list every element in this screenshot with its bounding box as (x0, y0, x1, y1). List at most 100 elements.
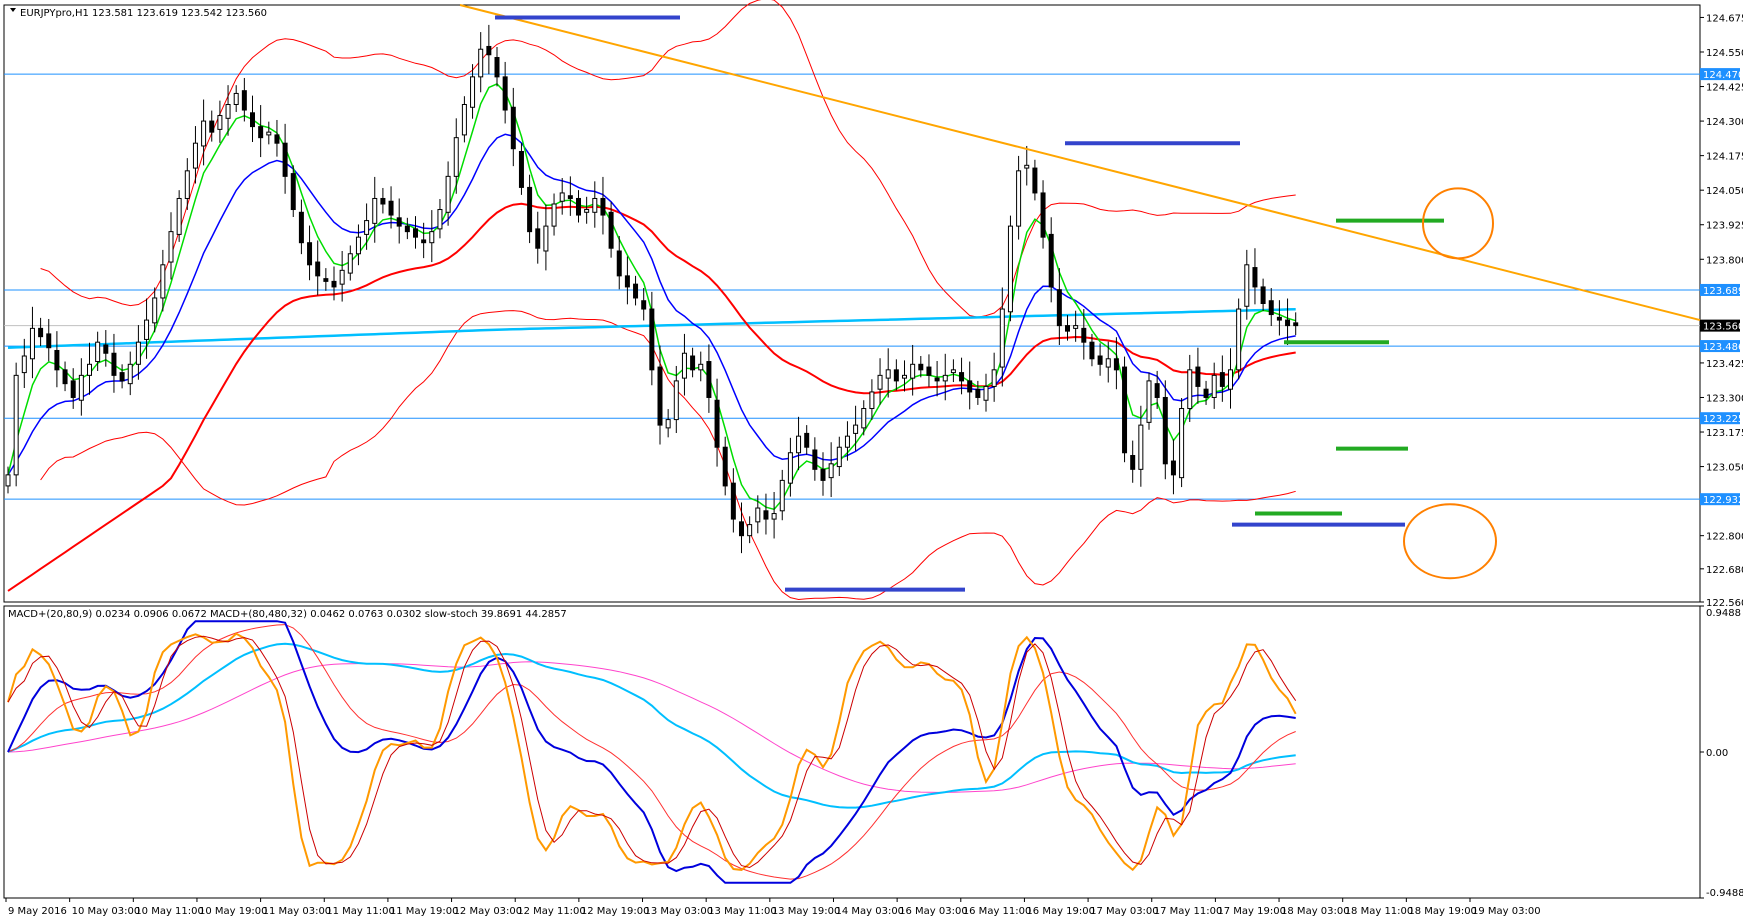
bull-candle (339, 269, 345, 285)
time-tick-label: 10 May 19:00 (199, 906, 268, 917)
bear-candle (1089, 341, 1095, 360)
bear-candle (804, 432, 810, 448)
indicator-title: MACD+(20,80,9) 0.0234 0.0906 0.0672 MACD… (8, 609, 567, 620)
bollinger-bands (40, 0, 1296, 601)
price-tick-label: 123.175 (1706, 428, 1743, 439)
bull-candle (771, 513, 777, 520)
bear-candle (510, 106, 516, 150)
time-tick-label: 10 May 11:00 (135, 906, 204, 917)
bear-candle (258, 126, 264, 139)
bull-candle (1007, 225, 1013, 313)
indicator-tick-label: -0.9488 (1706, 888, 1743, 899)
bear-candle (119, 372, 125, 382)
bull-candle (592, 197, 598, 213)
time-tick-label: 17 May 19:00 (1217, 906, 1286, 917)
bear-candle (1195, 366, 1201, 387)
price-tick-label: 124.675 (1706, 13, 1743, 24)
bull-candle (1244, 264, 1250, 307)
bull-candle (470, 76, 476, 108)
time-tick-label: 9 May 2016 (8, 906, 67, 917)
bull-candle (372, 197, 378, 224)
indicator-tick-label: 0.00 (1706, 748, 1728, 759)
time-tick-label: 13 May 11:00 (708, 906, 777, 917)
bear-candle (739, 521, 744, 537)
price-level-tag (1700, 412, 1740, 425)
bear-candle (1293, 322, 1299, 327)
bear-candle (54, 349, 60, 371)
time-tick-label: 17 May 11:00 (1154, 906, 1223, 917)
bull-candle (673, 380, 679, 421)
bear-candle (1203, 388, 1209, 398)
bear-candle (624, 275, 630, 288)
price-tick-label: 122.560 (1706, 598, 1743, 609)
bear-candle (1048, 233, 1054, 288)
bear-candle (111, 352, 117, 376)
bear-candle (967, 380, 973, 393)
price-level-label: 122.932 (1703, 495, 1743, 506)
bear-candle (608, 211, 614, 249)
bollinger-lower (40, 310, 1296, 601)
bull-candle (176, 197, 182, 235)
bear-candle (315, 261, 321, 277)
bull-candle (1024, 164, 1030, 169)
bull-candle (1146, 380, 1152, 423)
bull-candle (1138, 424, 1144, 470)
bear-candle (413, 228, 418, 238)
panel-collapse-icon[interactable] (10, 8, 16, 12)
bear-candle (975, 388, 981, 398)
bear-candle (282, 142, 288, 177)
bull-candle (225, 104, 231, 119)
bear-candle (404, 225, 410, 233)
price-tick-label: 124.425 (1706, 83, 1743, 94)
time-tick-label: 18 May 19:00 (1408, 906, 1477, 917)
price-axis: 124.675 124.550 124.425 124.300 124.175 124.0… (1700, 13, 1743, 609)
bull-candle (78, 374, 84, 401)
bull-candle (127, 363, 133, 385)
bear-candle (641, 300, 647, 310)
current-price-tag (1700, 319, 1740, 332)
bear-candle (1154, 383, 1160, 398)
bear-candle (1130, 455, 1136, 470)
bull-candle (779, 479, 785, 512)
bull-candle (950, 369, 956, 374)
price-tick-label: 123.800 (1706, 255, 1743, 266)
bull-candle (355, 236, 361, 255)
bull-candle (844, 435, 850, 448)
price-levels: 124.470 123.689 123.486 123.225 122.932 123.5… (4, 68, 1743, 506)
bear-candle (38, 327, 44, 338)
highlight-circle (1403, 503, 1497, 580)
bull-candle (266, 131, 272, 136)
bull-candle (1105, 358, 1111, 368)
bear-candle (535, 228, 541, 249)
ema-slow-line (7, 202, 1296, 592)
bull-candle (135, 341, 141, 365)
bear-candle (812, 449, 818, 470)
bear-candle (46, 333, 52, 349)
bull-candle (787, 452, 793, 484)
bear-candle (918, 363, 924, 371)
bull-candle (902, 374, 907, 379)
bear-candle (959, 372, 965, 382)
bull-candle (445, 175, 451, 213)
bull-candle (1179, 408, 1185, 479)
bull-candle (584, 209, 590, 213)
time-tick-label: 11 May 11:00 (326, 906, 395, 917)
bull-candle (1073, 325, 1079, 329)
bull-candle (559, 192, 565, 202)
price-level-tag (1700, 493, 1740, 506)
time-tick-label: 12 May 11:00 (517, 906, 586, 917)
bear-candle (576, 197, 581, 216)
bull-candle (29, 327, 35, 360)
bull-candle (437, 209, 443, 230)
time-tick-label: 10 May 03:00 (72, 906, 141, 917)
time-tick-label: 14 May 03:00 (835, 906, 904, 917)
bull-candle (983, 385, 989, 401)
bear-candle (274, 134, 280, 144)
bear-candle (1040, 192, 1046, 238)
bear-candle (1032, 167, 1038, 194)
price-tick-label: 124.175 (1706, 152, 1743, 163)
bear-candle (323, 278, 329, 282)
bull-candle (836, 446, 842, 468)
macd-slow-signal-line (7, 661, 1296, 793)
